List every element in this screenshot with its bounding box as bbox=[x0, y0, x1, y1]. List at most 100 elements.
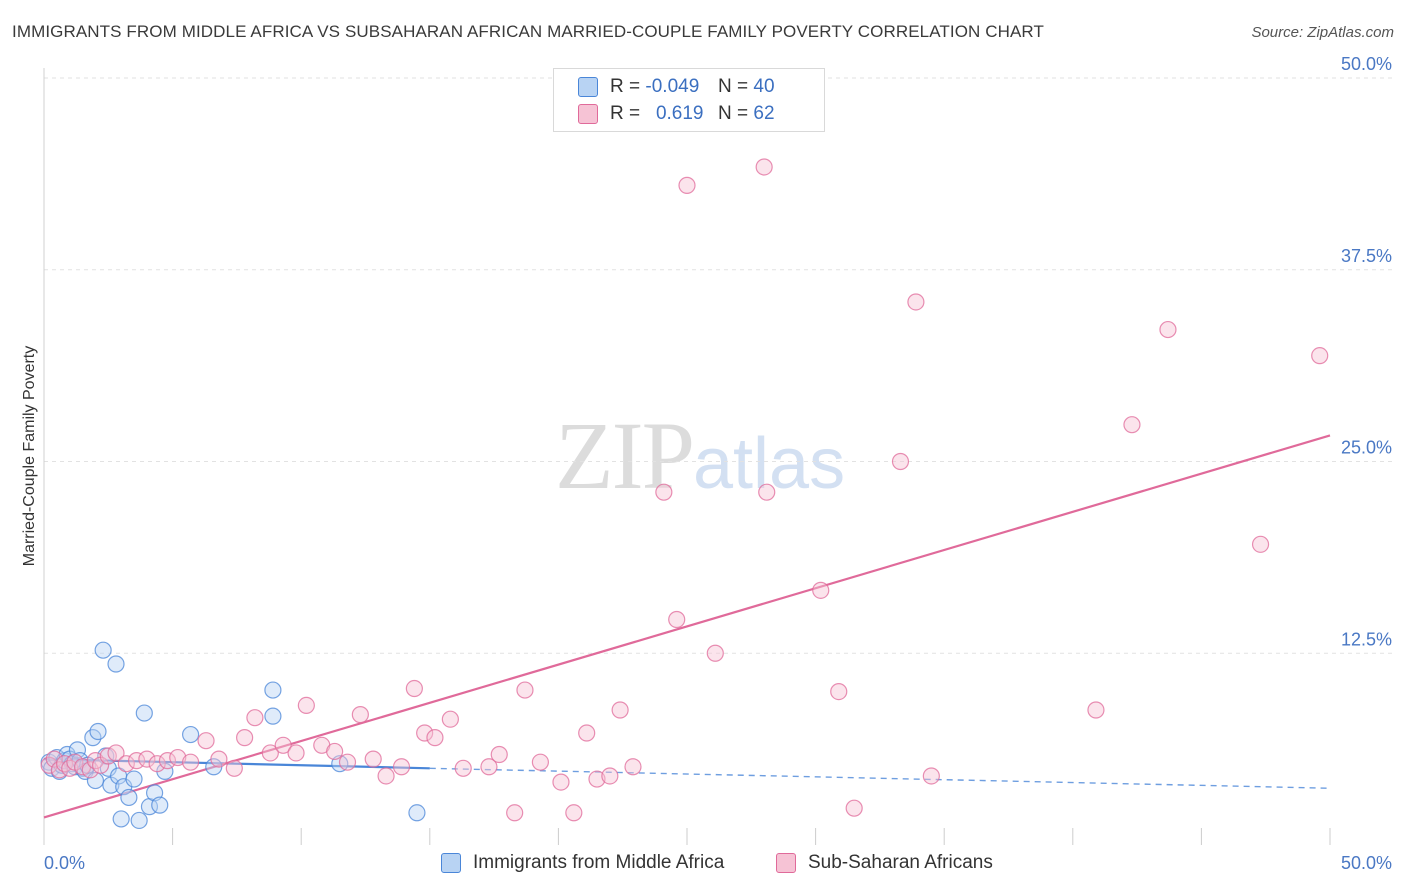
pink-point bbox=[922, 767, 940, 785]
pink-point bbox=[225, 759, 243, 777]
blue-trend-extension bbox=[429, 767, 1331, 789]
blue-point bbox=[264, 707, 282, 725]
axes bbox=[43, 68, 1331, 845]
legend-item-middle-africa[interactable]: Immigrants from Middle Africa bbox=[441, 852, 724, 874]
pink-point bbox=[416, 724, 434, 742]
blue-point bbox=[408, 804, 426, 822]
y-tick-label: 50.0% bbox=[1341, 54, 1392, 74]
chart-title: IMMIGRANTS FROM MIDDLE AFRICA VS SUBSAHA… bbox=[12, 22, 1044, 41]
blue-point bbox=[182, 725, 200, 744]
blue-point bbox=[151, 796, 169, 814]
pink-point bbox=[758, 483, 776, 501]
pink-point bbox=[107, 744, 125, 762]
pink-point bbox=[236, 729, 254, 747]
pink-point bbox=[516, 681, 534, 699]
pink-point bbox=[812, 581, 830, 599]
pink-point bbox=[552, 773, 570, 791]
pink-point bbox=[351, 706, 369, 724]
pink-point bbox=[565, 804, 583, 822]
pink-trend-line bbox=[43, 434, 1331, 819]
legend-swatch-pink bbox=[776, 853, 796, 873]
trend-lines bbox=[43, 434, 1331, 819]
pink-point bbox=[326, 742, 344, 761]
legend-label: Immigrants from Middle Africa bbox=[473, 852, 725, 873]
pink-point bbox=[158, 752, 177, 770]
pink-point bbox=[338, 753, 357, 771]
legend-r-label: R = bbox=[610, 76, 641, 97]
legend-item-subsaharan[interactable]: Sub-Saharan Africans bbox=[776, 852, 993, 874]
blue-point bbox=[112, 810, 130, 828]
pink-point bbox=[364, 750, 382, 768]
x-tick-label-max: 50.0% bbox=[1341, 853, 1392, 873]
pink-point bbox=[1311, 347, 1329, 365]
pink-point bbox=[441, 710, 459, 728]
blue-point bbox=[130, 811, 148, 830]
legend-r-value: 0.619 bbox=[655, 103, 704, 124]
pink-point bbox=[274, 736, 292, 754]
pink-point bbox=[531, 753, 549, 771]
correlation-legend: R = -0.049 N = 40 R = 0.619 N = 62 bbox=[553, 68, 825, 132]
blue-point bbox=[264, 681, 282, 699]
gridlines bbox=[44, 77, 1392, 654]
legend-row-pink: R = 0.619 N = 62 bbox=[578, 102, 775, 126]
pink-point bbox=[297, 696, 315, 715]
blue-point bbox=[86, 771, 105, 790]
legend-swatch-pink bbox=[578, 104, 598, 124]
pink-point bbox=[182, 753, 200, 771]
pink-point bbox=[81, 761, 99, 779]
y-axis-label: Married-Couple Family Poverty bbox=[21, 345, 38, 567]
blue-point bbox=[125, 770, 143, 788]
pink-point bbox=[169, 748, 187, 767]
y-tick-label: 25.0% bbox=[1341, 438, 1392, 458]
blue-point bbox=[107, 655, 125, 673]
pink-point bbox=[45, 750, 63, 768]
pink-point bbox=[678, 176, 696, 194]
watermark-atlas: atlas bbox=[693, 424, 846, 504]
pink-point bbox=[1251, 535, 1270, 553]
pink-point bbox=[601, 767, 619, 785]
pink-point bbox=[588, 770, 606, 788]
pink-point bbox=[611, 701, 629, 719]
tick-labels: 12.5% 25.0% 37.5% 50.0% 0.0% 50.0% bbox=[44, 54, 1392, 873]
pink-point bbox=[480, 758, 498, 776]
pink-point bbox=[655, 483, 673, 501]
pink-point bbox=[891, 452, 910, 471]
legend-label: Sub-Saharan Africans bbox=[808, 852, 993, 873]
blue-point bbox=[120, 788, 138, 807]
legend-n-label: N = bbox=[718, 103, 749, 124]
legend-n-value: 40 bbox=[753, 76, 775, 97]
pink-point bbox=[1159, 320, 1177, 339]
pink-point bbox=[261, 744, 279, 762]
pink-point bbox=[246, 709, 264, 727]
pink-point bbox=[138, 750, 156, 768]
pink-point bbox=[287, 744, 305, 762]
series-legend: Immigrants from Middle Africa Sub-Sahara… bbox=[0, 852, 1406, 878]
legend-row-blue: R = -0.049 N = 40 bbox=[578, 75, 775, 99]
pink-point bbox=[392, 758, 411, 776]
legend-swatch-blue bbox=[578, 77, 598, 97]
pink-point bbox=[405, 679, 423, 698]
pink-point bbox=[668, 610, 686, 629]
legend-swatch-blue bbox=[441, 853, 461, 873]
y-tick-label: 12.5% bbox=[1341, 629, 1392, 649]
pink-point bbox=[845, 799, 863, 817]
pink-point bbox=[377, 767, 395, 785]
pink-point bbox=[148, 755, 166, 773]
pink-point bbox=[830, 682, 848, 701]
source-credit: Source: ZipAtlas.com bbox=[1251, 24, 1394, 41]
pink-point bbox=[210, 750, 228, 768]
blue-point bbox=[94, 641, 112, 659]
pink-point bbox=[1087, 701, 1105, 719]
pink-point bbox=[490, 745, 508, 764]
blue-point bbox=[135, 704, 153, 722]
pink-point bbox=[907, 293, 925, 311]
pink-point bbox=[506, 804, 524, 822]
pink-point bbox=[755, 158, 773, 176]
y-tick-label: 37.5% bbox=[1341, 246, 1392, 266]
data-points bbox=[40, 158, 1329, 830]
blue-point bbox=[89, 722, 107, 741]
pink-point bbox=[197, 732, 215, 750]
pink-point bbox=[624, 758, 642, 776]
legend-n-label: N = bbox=[718, 76, 749, 97]
